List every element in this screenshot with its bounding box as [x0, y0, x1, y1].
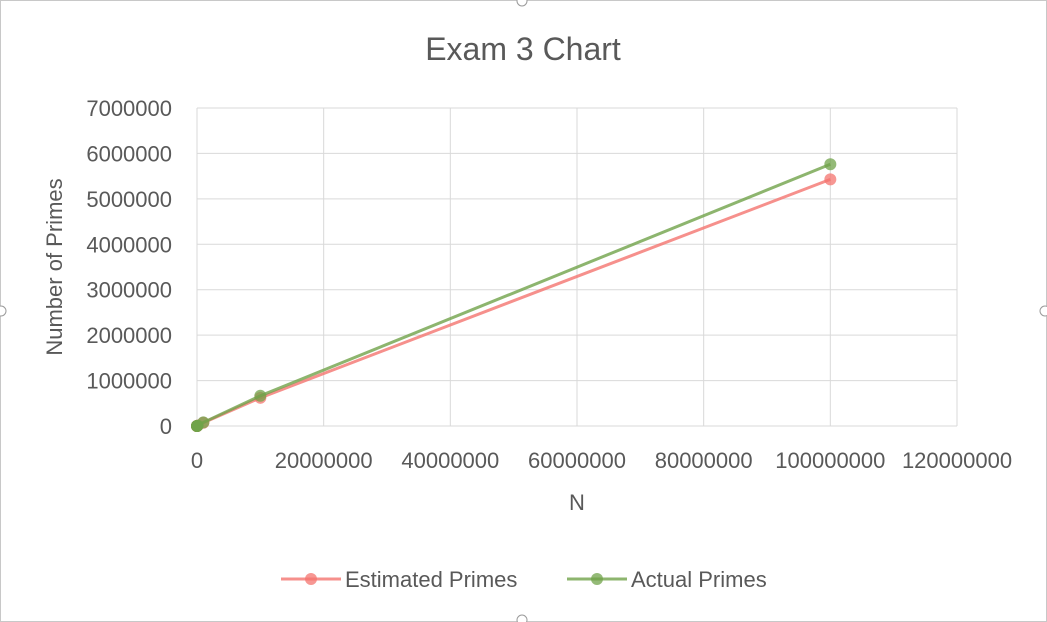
x-tick-label: 100000000	[775, 448, 885, 473]
x-axis-title: N	[569, 490, 585, 515]
legend-marker-swatch	[305, 573, 317, 585]
legend[interactable]: Estimated Primes Actual Primes	[281, 567, 767, 592]
y-tick-label: 5000000	[86, 187, 172, 212]
y-tick-label: 4000000	[86, 232, 172, 257]
x-tick-label: 80000000	[655, 448, 753, 473]
legend-item[interactable]: Actual Primes	[567, 567, 767, 592]
y-axis-title: Number of Primes	[42, 178, 67, 355]
x-tick-label: 0	[191, 448, 203, 473]
data-point[interactable]	[824, 173, 837, 186]
y-axis-ticks: 0 1000000 2000000 3000000 4000000 5000000 6000…	[86, 96, 172, 439]
data-point[interactable]	[254, 389, 267, 402]
resize-handle-right[interactable]	[1039, 305, 1047, 317]
x-tick-label: 20000000	[275, 448, 373, 473]
series-1[interactable]	[191, 158, 837, 432]
resize-handle-left[interactable]	[0, 305, 7, 317]
resize-handle-top[interactable]	[516, 0, 528, 7]
legend-label: Actual Primes	[631, 567, 767, 592]
y-tick-label: 7000000	[86, 96, 172, 121]
legend-label: Estimated Primes	[345, 567, 517, 592]
x-axis-ticks: 0 20000000 40000000 60000000 80000000 1000000…	[191, 448, 1012, 473]
legend-item[interactable]: Estimated Primes	[281, 567, 517, 592]
y-tick-label: 2000000	[86, 323, 172, 348]
resize-handle-bottom[interactable]	[516, 614, 528, 622]
data-point[interactable]	[197, 416, 210, 429]
series-layer	[191, 158, 837, 432]
y-tick-label: 1000000	[86, 369, 172, 394]
x-tick-label: 120000000	[902, 448, 1012, 473]
y-tick-label: 0	[160, 414, 172, 439]
data-point[interactable]	[824, 158, 837, 171]
x-tick-label: 60000000	[528, 448, 626, 473]
legend-marker-swatch	[591, 573, 603, 585]
x-tick-label: 40000000	[401, 448, 499, 473]
chart-title: Exam 3 Chart	[425, 31, 621, 67]
y-tick-label: 3000000	[86, 278, 172, 303]
y-tick-label: 6000000	[86, 141, 172, 166]
